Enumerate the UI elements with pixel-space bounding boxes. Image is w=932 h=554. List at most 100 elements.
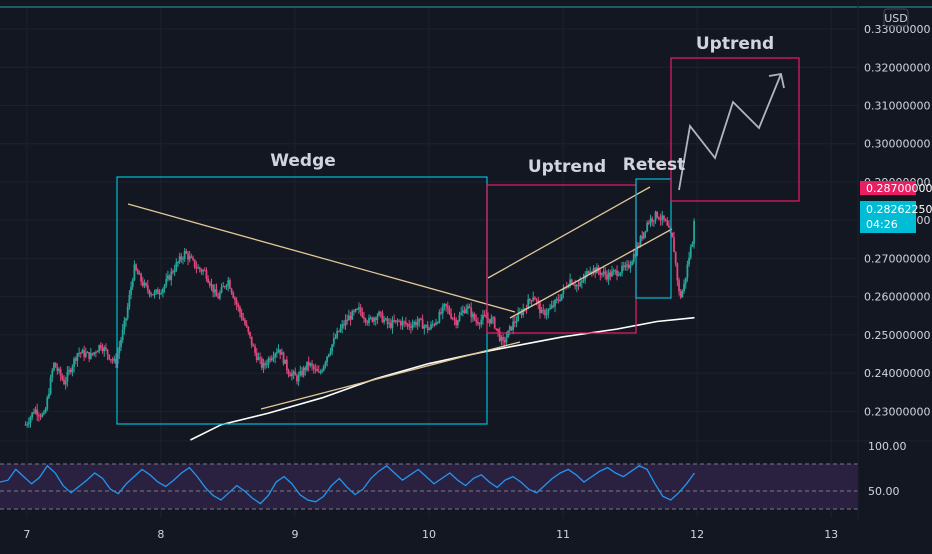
candle-body: [361, 311, 364, 318]
candle-body: [483, 314, 486, 316]
price-tick-label: 0.32000000: [864, 61, 930, 74]
candle-body: [512, 321, 515, 331]
price-tick-label: 0.25000000: [864, 329, 930, 342]
candle-body: [217, 296, 220, 299]
currency-button[interactable]: USD: [883, 8, 909, 27]
candle-body: [269, 358, 272, 361]
candle-body: [332, 338, 335, 345]
candle-body: [456, 320, 459, 326]
candle-body: [277, 349, 280, 353]
candle-body: [676, 263, 679, 281]
candle-body: [48, 393, 50, 398]
candle-body: [616, 270, 618, 276]
time-tick-label: 10: [422, 528, 436, 541]
candle-body: [61, 376, 64, 380]
time-tick-label: 13: [824, 528, 838, 541]
candle-body: [32, 412, 35, 414]
price-tick-label: 0.30000000: [864, 138, 930, 151]
candle-body: [51, 370, 54, 378]
candle-body: [364, 318, 367, 322]
candle-body: [324, 362, 327, 366]
candle-body: [347, 315, 350, 321]
candle-body: [74, 358, 77, 361]
candle-body: [522, 309, 525, 315]
candle-body: [617, 274, 620, 276]
candle-body: [614, 270, 617, 272]
candle-body: [331, 344, 334, 352]
candle-body: [693, 220, 696, 244]
candle-body: [413, 322, 416, 325]
candle-body: [84, 353, 87, 357]
candle-body: [609, 272, 612, 277]
candle-body: [227, 280, 230, 286]
candle-body: [416, 322, 419, 326]
candle-body: [415, 322, 417, 326]
candle-body: [430, 324, 432, 329]
candle-body: [31, 412, 34, 418]
candle-body: [492, 317, 494, 319]
candle-body: [691, 243, 694, 247]
candle-body: [207, 278, 210, 283]
candle-body: [192, 257, 194, 260]
candle-body: [388, 322, 391, 324]
candle-body: [160, 292, 163, 294]
candle-body: [433, 324, 436, 326]
candle-body: [58, 369, 60, 371]
candle-body: [559, 299, 561, 301]
candle-body: [56, 367, 59, 371]
candle-body: [393, 320, 396, 322]
candle-body: [99, 345, 102, 349]
candle-body: [46, 397, 49, 410]
candle-body: [76, 353, 79, 361]
candle-body: [458, 314, 461, 321]
candle-body: [155, 289, 158, 293]
candle-body: [96, 351, 99, 353]
candle-body: [341, 324, 344, 328]
candle-body: [498, 331, 501, 341]
candle-body: [37, 415, 40, 417]
candle-body: [642, 232, 645, 239]
candle-body: [307, 361, 310, 366]
candle-body: [465, 308, 468, 314]
time-tick-label: 11: [556, 528, 570, 541]
candle-body: [297, 375, 300, 382]
candle-body: [369, 317, 372, 319]
candle-body: [606, 274, 608, 280]
time-axis[interactable]: 7 8 9 10 11 12 13: [23, 528, 838, 541]
candle-body: [254, 346, 256, 353]
candle-body: [245, 324, 248, 327]
channel-lower-trendline: [509, 228, 673, 319]
candle-body: [257, 357, 260, 360]
candle-body: [443, 303, 446, 307]
rsi-axis[interactable]: 100.00 50.00: [868, 440, 907, 498]
candle-body: [389, 322, 392, 328]
candle-body: [161, 288, 164, 293]
candle-body: [569, 279, 572, 286]
candle-body: [59, 369, 62, 377]
candle-body: [384, 318, 387, 320]
candle-body: [368, 317, 370, 324]
candle-body: [532, 297, 535, 301]
candle-body: [587, 271, 590, 274]
candle-body: [29, 417, 32, 423]
candle-body: [554, 300, 556, 307]
candle-body: [115, 358, 117, 364]
candle-body: [455, 319, 458, 326]
candle-body: [503, 340, 506, 343]
candle-body: [284, 359, 287, 364]
candle-body: [26, 424, 29, 426]
candle-body: [394, 320, 397, 322]
rsi-tick-label: 50.00: [868, 485, 900, 498]
price-axis[interactable]: 0.23000000 0.24000000 0.25000000 0.26000000…: [864, 23, 930, 418]
candle-body: [168, 275, 171, 280]
candle-body: [637, 245, 640, 247]
candle-body: [252, 345, 255, 347]
candle-body: [673, 237, 675, 253]
candle-body: [376, 315, 379, 320]
candle-body: [118, 346, 121, 354]
candle-body: [398, 321, 401, 323]
candle-body: [239, 307, 241, 313]
time-tick-label: 12: [690, 528, 704, 541]
